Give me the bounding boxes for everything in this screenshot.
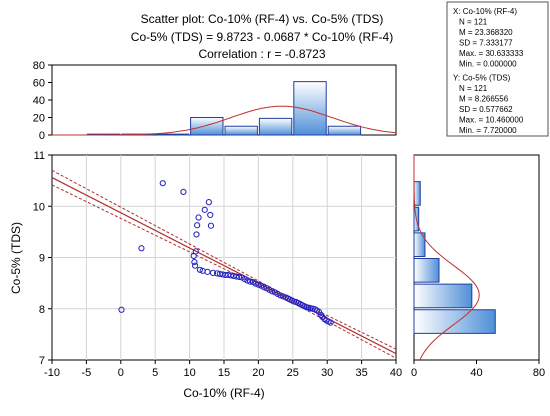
scatter-point bbox=[255, 281, 262, 288]
scatter-point bbox=[260, 284, 268, 291]
top-hist-y-tick-label: 60 bbox=[33, 78, 45, 90]
stats-y-line: Min. = 7.720000 bbox=[459, 126, 517, 135]
stats-y-line: M = 8.266556 bbox=[459, 95, 509, 104]
right-hist-x-tick-label: 80 bbox=[533, 367, 545, 379]
scatter-point bbox=[207, 211, 214, 219]
right-hist-bar bbox=[413, 309, 496, 334]
top-hist-bar bbox=[190, 117, 224, 136]
x-tick-label: 10 bbox=[183, 367, 195, 379]
x-tick-label: 35 bbox=[355, 367, 367, 379]
y-tick-label: 7 bbox=[39, 355, 45, 367]
stats-x-line: N = 121 bbox=[459, 18, 488, 27]
top-hist-bar bbox=[224, 125, 258, 136]
top-hist-y-tick-label: 40 bbox=[33, 95, 45, 107]
chart-title: Scatter plot: Co-10% (RF-4) vs. Co-5% (T… bbox=[141, 12, 384, 26]
scatter-point bbox=[315, 308, 323, 315]
x-tick-label: 0 bbox=[118, 367, 124, 379]
scatter-point bbox=[192, 248, 199, 255]
scatter-point bbox=[193, 231, 200, 238]
y-tick-label: 11 bbox=[34, 150, 45, 162]
right-hist-bar bbox=[413, 232, 426, 257]
scatter-point bbox=[195, 214, 202, 221]
x-tick-label: 5 bbox=[152, 367, 158, 379]
top-hist-bar bbox=[327, 125, 362, 136]
right-hist-x-tick-label: 0 bbox=[411, 367, 417, 379]
scatter-point bbox=[209, 269, 217, 276]
correlation-text: Correlation : r = -0.8723 bbox=[198, 47, 325, 61]
right-hist-normal-curve bbox=[413, 155, 480, 361]
x-tick-label: 30 bbox=[321, 367, 333, 379]
top-hist-normal-curve bbox=[52, 105, 397, 136]
x-tick-label: 15 bbox=[218, 367, 230, 379]
top-hist-bar bbox=[258, 117, 293, 136]
scatter-point bbox=[244, 277, 251, 284]
scatter-point bbox=[236, 273, 243, 281]
x-tick-label: 20 bbox=[252, 367, 264, 379]
scatter-point bbox=[180, 188, 187, 195]
top-hist-y-tick-label: 20 bbox=[33, 113, 45, 125]
scatter-point bbox=[207, 222, 215, 229]
x-axis-label: Co-10% (RF-4) bbox=[183, 386, 264, 400]
x-tick-label: -5 bbox=[82, 367, 92, 379]
stats-y-line: Max. = 10.460000 bbox=[459, 116, 524, 125]
stats-y-line: SD = 0.577662 bbox=[459, 105, 513, 114]
scatter-point bbox=[191, 259, 198, 266]
top-hist-y-tick-label: 80 bbox=[33, 60, 45, 72]
scatter-point bbox=[192, 262, 199, 269]
right-hist-x-tick-label: 40 bbox=[470, 367, 482, 379]
top-hist-y-tick-label: 0 bbox=[39, 130, 45, 142]
scatter-point bbox=[247, 278, 254, 285]
x-tick-label: -10 bbox=[44, 367, 60, 379]
regression-equation: Co-5% (TDS) = 9.8723 - 0.0687 * Co-10% (… bbox=[131, 30, 393, 44]
scatter-point bbox=[277, 292, 284, 299]
stats-x-line: Max. = 30.633333 bbox=[459, 49, 524, 58]
confidence-band-upper bbox=[51, 169, 397, 350]
fit-lines bbox=[51, 169, 397, 359]
scatter-point bbox=[269, 288, 276, 295]
stats-box bbox=[446, 1, 549, 137]
scatter-point bbox=[196, 266, 204, 273]
scatter-point bbox=[252, 280, 259, 287]
scatter-axes: -10 -5 0 5 10 15 20 25 30 35 40 7 8 9 10 11 bbox=[33, 150, 402, 379]
scatter-grid bbox=[52, 155, 396, 360]
stats-y-line: N = 121 bbox=[459, 84, 488, 93]
right-histogram: 0 40 80 bbox=[411, 155, 545, 379]
stats-x-line: M = 23.368320 bbox=[459, 28, 513, 37]
confidence-band-lower bbox=[51, 184, 397, 359]
stats-y-header: Y: Co-5% (TDS) bbox=[453, 74, 511, 83]
top-hist-bar bbox=[155, 133, 190, 136]
top-histogram: 0 20 40 60 80 bbox=[33, 60, 397, 142]
right-hist-bar bbox=[413, 283, 473, 309]
scatter-point bbox=[194, 222, 201, 229]
x-tick-label: 40 bbox=[390, 367, 402, 379]
stats-x-header: X: Co-10% (RF-4) bbox=[453, 7, 517, 16]
y-tick-label: 8 bbox=[39, 304, 45, 316]
top-histogram-frame bbox=[51, 64, 397, 136]
y-tick-label: 10 bbox=[33, 201, 45, 213]
regression-line bbox=[51, 177, 397, 355]
scatter-point bbox=[138, 245, 145, 252]
scatter-point bbox=[205, 199, 212, 206]
stats-x-line: SD = 7.333177 bbox=[459, 39, 513, 48]
scatter-point bbox=[201, 206, 208, 213]
y-tick-label: 9 bbox=[39, 253, 45, 265]
scatter-point bbox=[118, 306, 125, 313]
x-tick-label: 25 bbox=[287, 367, 299, 379]
right-hist-bar bbox=[413, 258, 440, 283]
scatter-point bbox=[159, 180, 166, 187]
y-axis-label: Co-5% (TDS) bbox=[9, 222, 23, 294]
scatter-point bbox=[327, 319, 334, 326]
stats-x-line: Min. = 0.000000 bbox=[459, 60, 517, 69]
scatter-points bbox=[118, 180, 334, 326]
